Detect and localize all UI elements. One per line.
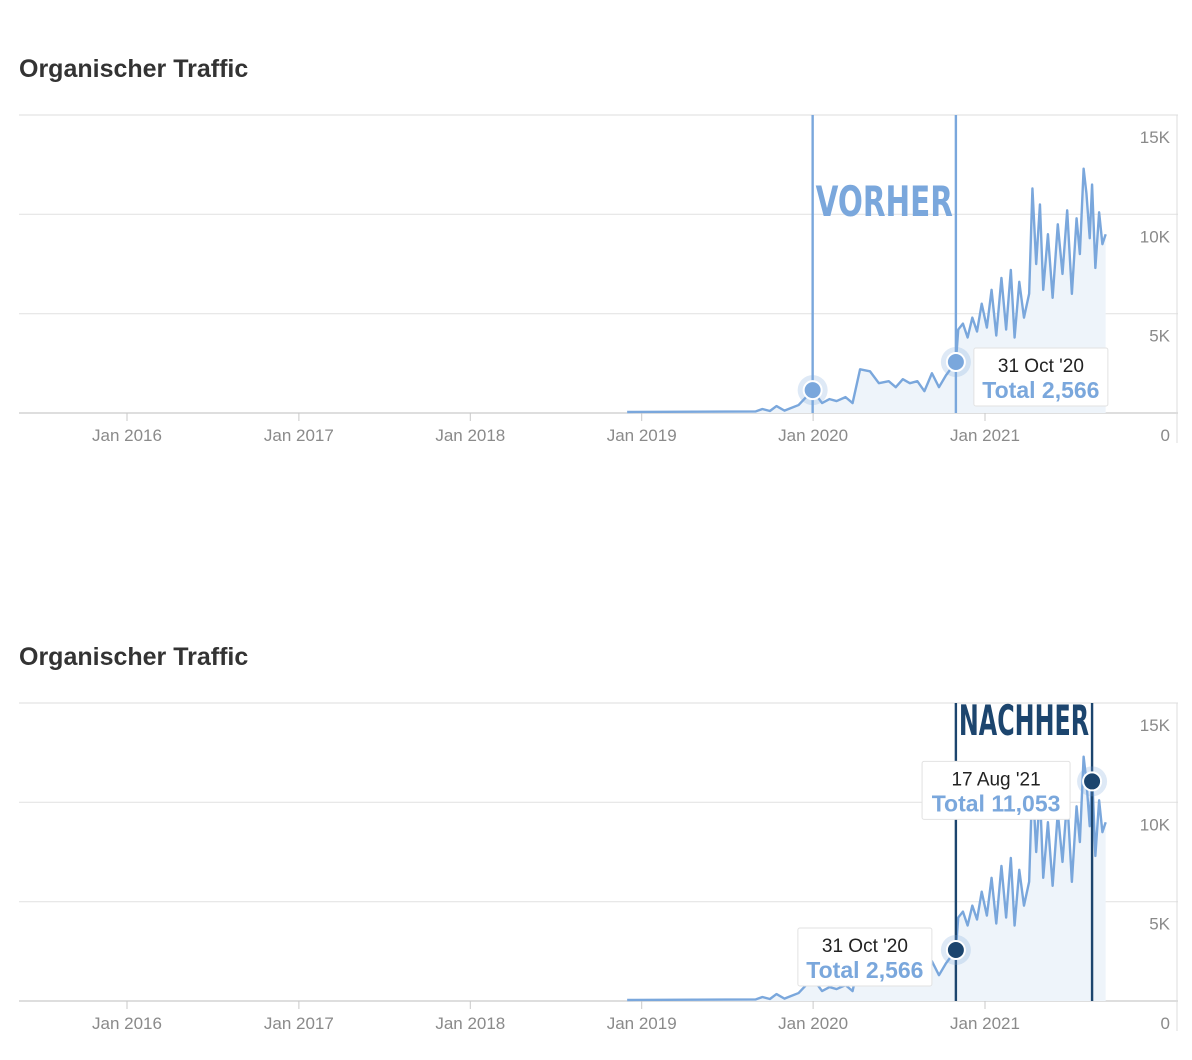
tooltip-box: [973, 347, 1109, 407]
y-tick-label: 15K: [1140, 128, 1171, 147]
panel-after: Organischer Traffic 15K 10K 5K 0 Jan 2016 Jan…: [0, 588, 1192, 1058]
panel-before: Organischer Traffic 15K 10K 5K 0 Jan 2016 Jan…: [0, 0, 1192, 460]
x-tick-label: Jan 2019: [607, 1014, 677, 1033]
chart-title: Organischer Traffic: [19, 55, 249, 83]
y-tick-label: 5K: [1149, 915, 1170, 934]
data-point: [945, 940, 966, 961]
traffic-line: [627, 755, 1107, 1002]
tooltip-date: 17 Aug '21: [951, 769, 1040, 790]
x-tick-label: Jan 2021: [950, 1014, 1020, 1033]
tooltip-total: Total 11,053: [932, 790, 1061, 816]
x-tick-label: Jan 2018: [435, 1014, 505, 1033]
traffic-chart-before: 15K 10K 5K 0 Jan 2016 Jan 2017 Jan 2018 Jan 201…: [19, 114, 1178, 445]
y-tick-label: 0: [1161, 1014, 1170, 1033]
x-tick-label: Jan 2017: [264, 1014, 334, 1033]
tooltip-total: Total 2,566: [806, 957, 923, 983]
tooltip-box: [797, 927, 933, 987]
x-tick-label: Jan 2017: [264, 426, 334, 445]
data-point: [802, 380, 823, 401]
traffic-line: [627, 167, 1107, 414]
tooltip-date: 31 Oct '20: [822, 936, 908, 957]
data-point: [945, 352, 966, 373]
x-tick-label: Jan 2020: [778, 426, 848, 445]
x-tick-label: Jan 2018: [435, 426, 505, 445]
y-tick-label: 10K: [1140, 815, 1171, 834]
x-tick-label: Jan 2016: [92, 426, 162, 445]
tooltip-total: Total 2,566: [982, 377, 1099, 403]
x-tick-label: Jan 2019: [607, 426, 677, 445]
x-tick-label: Jan 2020: [778, 1014, 848, 1033]
y-tick-label: 5K: [1149, 327, 1170, 346]
data-point: [1082, 771, 1103, 792]
chart-title: Organischer Traffic: [19, 643, 249, 671]
traffic-area: [627, 756, 1106, 1001]
tooltip-date: 31 Oct '20: [998, 356, 1084, 377]
y-tick-label: 0: [1161, 426, 1170, 445]
traffic-chart-after: 15K 10K 5K 0 Jan 2016 Jan 2017 Jan 2018 Jan 201…: [19, 696, 1178, 1033]
marker-label: NACHHER: [959, 696, 1089, 745]
tooltip-box: [921, 760, 1071, 820]
y-tick-label: 15K: [1140, 716, 1171, 735]
y-tick-label: 10K: [1140, 227, 1171, 246]
marker-label: VORHER: [816, 177, 953, 226]
x-tick-label: Jan 2021: [950, 426, 1020, 445]
x-tick-label: Jan 2016: [92, 1014, 162, 1033]
